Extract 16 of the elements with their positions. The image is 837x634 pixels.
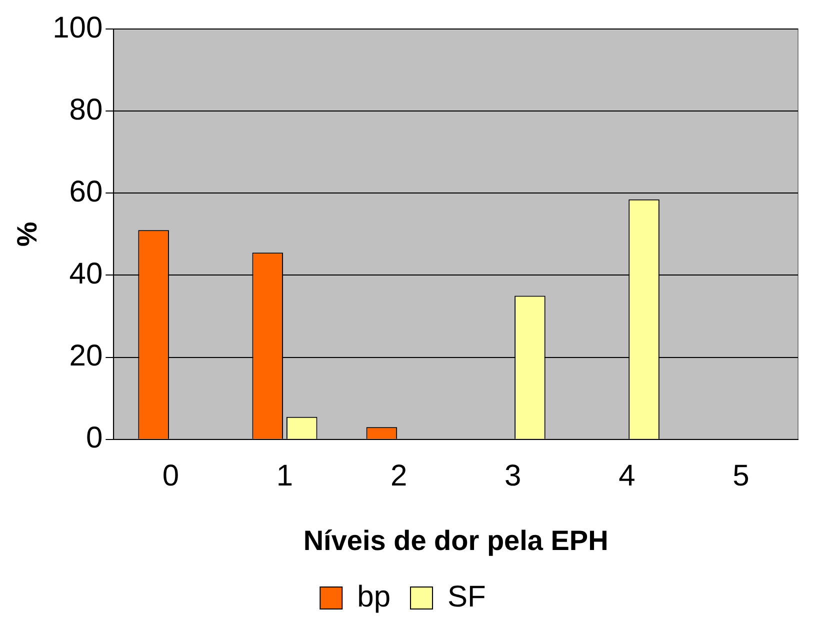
x-tick-label: 0 (162, 460, 180, 493)
x-tick-label: 1 (276, 460, 294, 493)
y-tick-label: 60 (69, 175, 103, 208)
y-tick-label: 80 (69, 93, 103, 126)
y-tick-label: 0 (86, 422, 103, 455)
y-tick-label: 20 (69, 340, 103, 373)
legend-label: SF (448, 580, 486, 614)
legend-label: bp (357, 580, 391, 614)
x-tick-label: 2 (390, 460, 408, 493)
y-tick-label: 40 (69, 258, 103, 291)
x-tick-label: 5 (732, 460, 750, 493)
y-tick-label: 100 (52, 11, 103, 44)
x-tick-label: 3 (504, 460, 522, 493)
x-axis-title: Níveis de dor pela EPH (303, 524, 608, 556)
x-tick-label: 4 (618, 460, 636, 493)
y-axis-title: % (12, 222, 43, 247)
